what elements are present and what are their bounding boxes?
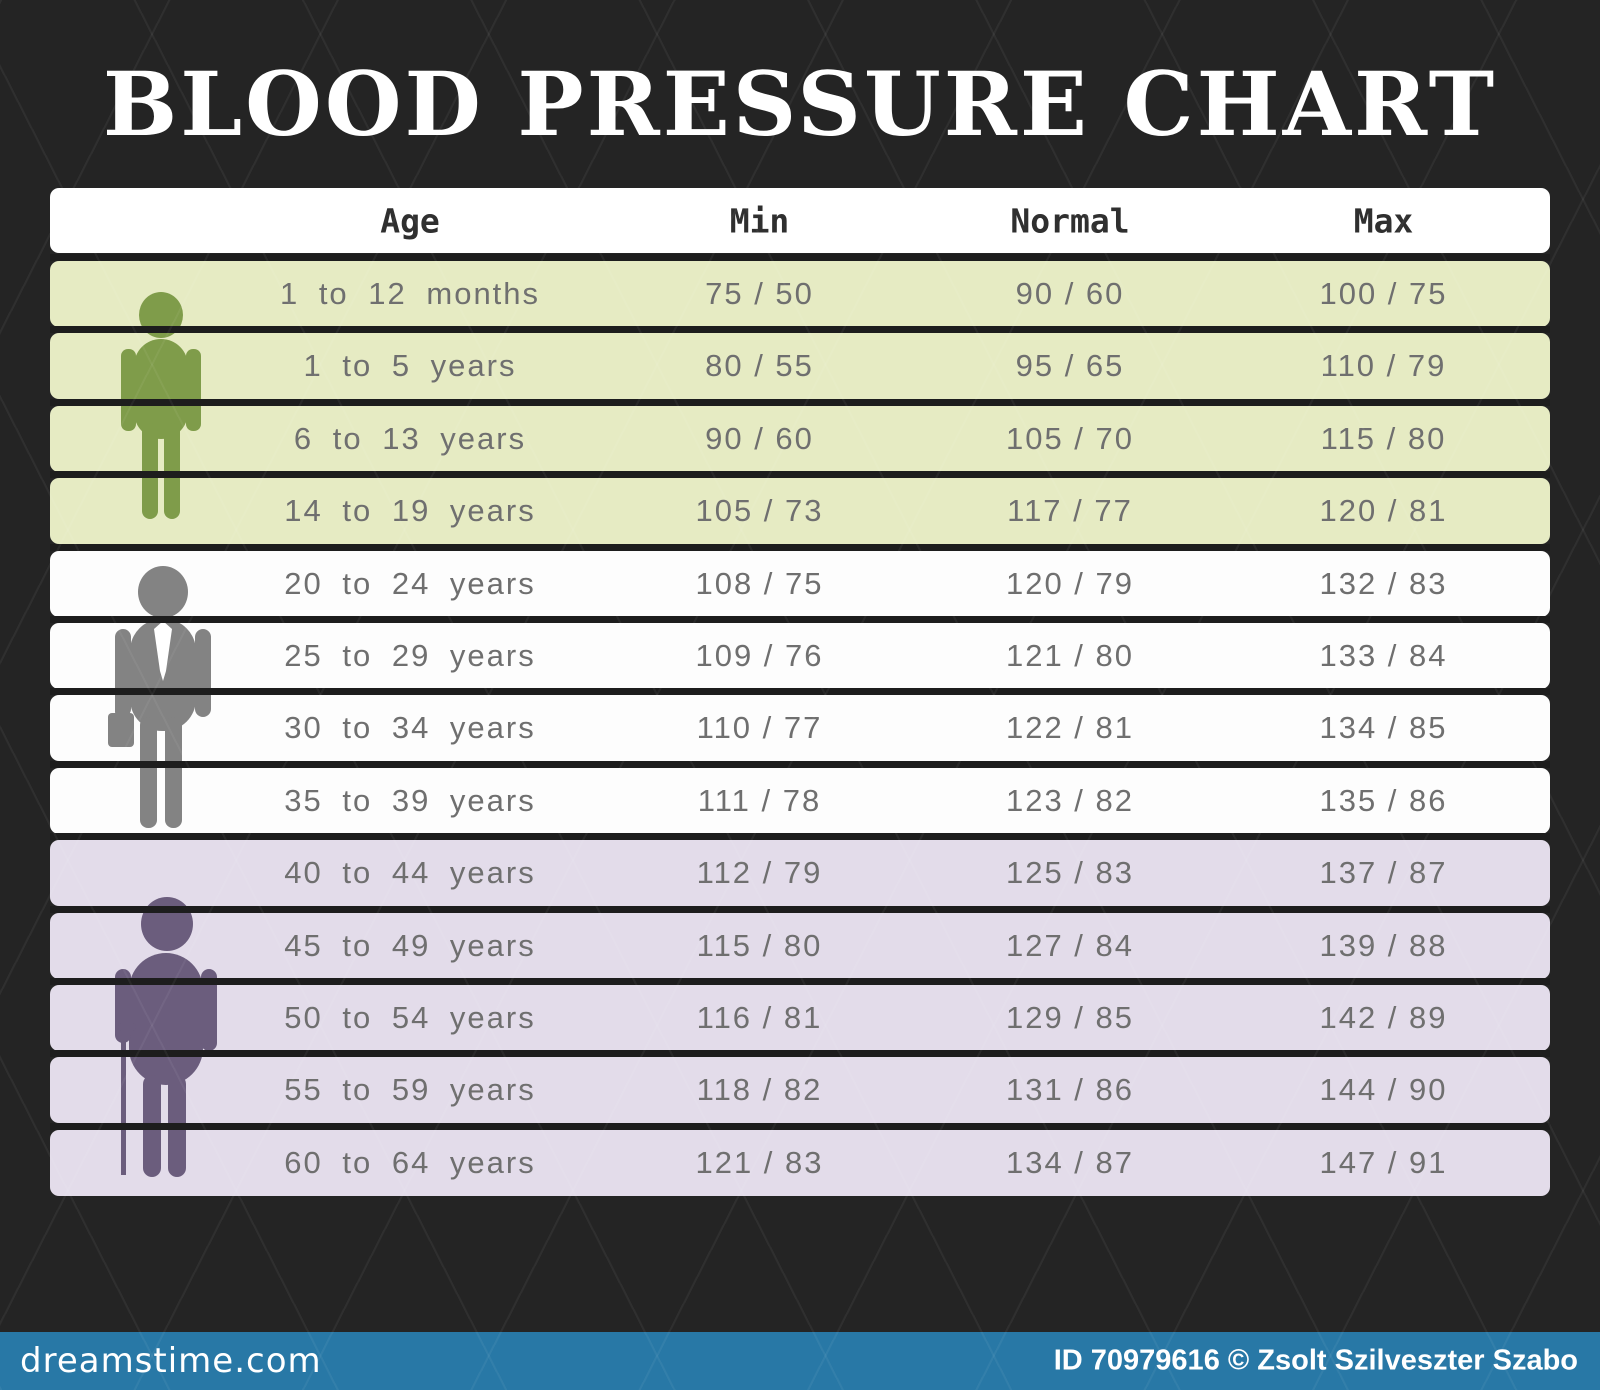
min-cell: 109 / 76 (695, 638, 824, 673)
normal-cell: 117 / 77 (1007, 493, 1133, 529)
header-age: Age (380, 201, 440, 240)
normal-cell: 125 / 83 (1005, 855, 1135, 891)
max-cell: 139 / 88 (1319, 927, 1448, 963)
age-cell: 30 to 34 years (284, 710, 536, 746)
table-row: 40 to 44 years 112 / 79 125 / 83 137 / 87 (50, 840, 1550, 907)
normal-cell: 90 / 60 (1015, 276, 1125, 311)
max-cell: 147 / 91 (1319, 1144, 1448, 1180)
max-cell: 142 / 89 (1319, 1000, 1448, 1035)
table-row: 35 to 39 years 111 / 78 123 / 82 135 / 86 (50, 767, 1550, 834)
age-cell: 20 to 24 years (284, 565, 536, 601)
header-max: Max (1353, 201, 1414, 240)
dreamstime-logo: dreamstime.com (20, 1341, 322, 1381)
row-divider (50, 905, 1550, 913)
min-cell: 118 / 82 (696, 1072, 823, 1108)
row-divider (50, 833, 1550, 841)
max-cell: 137 / 87 (1319, 855, 1448, 891)
normal-cell: 131 / 86 (1005, 1072, 1135, 1108)
page-title: BLOOD PRESSURE CHART (102, 52, 1498, 156)
table-row: 55 to 59 years 118 / 82 131 / 86 144 / 90 (50, 1057, 1550, 1124)
max-cell: 144 / 90 (1319, 1072, 1448, 1108)
age-cell: 55 to 59 years (284, 1072, 536, 1108)
row-divider (50, 688, 1550, 696)
age-cell: 25 to 29 years (284, 638, 536, 673)
min-cell: 121 / 83 (695, 1144, 824, 1180)
row-divider (50, 398, 1550, 406)
age-cell: 35 to 39 years (284, 782, 536, 818)
age-cell: 45 to 49 years (284, 927, 536, 963)
normal-cell: 105 / 70 (1005, 420, 1135, 456)
max-cell: 100 / 75 (1319, 276, 1448, 311)
header-min: Min (729, 201, 790, 240)
max-cell: 120 / 81 (1319, 493, 1448, 529)
table-row: 14 to 19 years 105 / 73 117 / 77 120 / 81 (50, 478, 1550, 545)
normal-cell: 122 / 81 (1005, 710, 1135, 746)
normal-cell: 129 / 85 (1005, 1000, 1135, 1035)
watermark-footer-bar: dreamstime.com ID 70979616 © Zsolt Szilv… (0, 1332, 1600, 1390)
row-divider (50, 1050, 1550, 1058)
age-cell: 1 to 5 years (303, 348, 517, 384)
min-cell: 108 / 75 (695, 565, 824, 601)
table-row: 6 to 13 years 90 / 60 105 / 70 115 / 80 (50, 405, 1550, 472)
max-cell: 110 / 79 (1320, 348, 1447, 384)
min-cell: 75 / 50 (705, 276, 814, 311)
image-credit: ID 70979616 © Zsolt Szilveszter Szabo (1053, 1344, 1578, 1377)
age-cell: 50 to 54 years (284, 1000, 536, 1035)
table-row: 45 to 49 years 115 / 80 127 / 84 139 / 88 (50, 912, 1550, 979)
age-cell: 6 to 13 years (293, 420, 527, 456)
max-cell: 135 / 86 (1319, 782, 1448, 818)
row-divider (50, 616, 1550, 623)
row-divider (50, 326, 1550, 334)
normal-cell: 134 / 87 (1005, 1144, 1135, 1180)
age-cell: 1 to 12 months (279, 276, 541, 311)
max-cell: 132 / 83 (1319, 565, 1448, 601)
row-divider (50, 1122, 1550, 1130)
min-cell: 105 / 73 (695, 493, 824, 529)
max-cell: 115 / 80 (1320, 420, 1447, 456)
min-cell: 80 / 55 (705, 348, 814, 384)
blood-pressure-table: Age Min Normal Max 1 to 12 months 75 / 50… (50, 188, 1550, 1200)
table-header: Age Min Normal Max (50, 188, 1550, 253)
min-cell: 112 / 79 (696, 855, 823, 891)
normal-cell: 95 / 65 (1015, 348, 1125, 384)
age-cell: 14 to 19 years (284, 493, 536, 529)
normal-cell: 120 / 79 (1005, 565, 1135, 601)
row-divider (50, 471, 1550, 479)
normal-cell: 121 / 80 (1005, 638, 1135, 673)
age-cell: 60 to 64 years (284, 1144, 536, 1180)
min-cell: 110 / 77 (696, 710, 823, 746)
normal-cell: 123 / 82 (1005, 782, 1135, 818)
header-normal: Normal (1010, 201, 1130, 240)
table-row: 30 to 34 years 110 / 77 122 / 81 134 / 85 (50, 695, 1550, 762)
max-cell: 133 / 84 (1319, 638, 1448, 673)
row-divider (50, 543, 1550, 551)
table-row: 20 to 24 years 108 / 75 120 / 79 132 / 83 (50, 550, 1550, 617)
normal-cell: 127 / 84 (1005, 927, 1135, 963)
row-divider (50, 978, 1550, 985)
table-row: 25 to 29 years 109 / 76 121 / 80 133 / 84 (50, 623, 1550, 689)
row-divider (50, 760, 1550, 768)
min-cell: 115 / 80 (696, 927, 823, 963)
table-row: 1 to 5 years 80 / 55 95 / 65 110 / 79 (50, 333, 1550, 400)
age-cell: 40 to 44 years (284, 855, 536, 891)
table-row: 50 to 54 years 116 / 81 129 / 85 142 / 89 (50, 985, 1550, 1051)
table-row: 60 to 64 years 121 / 83 134 / 87 147 / 91 (50, 1129, 1550, 1196)
min-cell: 111 / 78 (697, 782, 822, 818)
min-cell: 116 / 81 (696, 1000, 823, 1035)
max-cell: 134 / 85 (1319, 710, 1448, 746)
table-row: 1 to 12 months 75 / 50 90 / 60 100 / 75 (50, 261, 1550, 327)
min-cell: 90 / 60 (705, 420, 814, 456)
row-divider (50, 254, 1550, 261)
